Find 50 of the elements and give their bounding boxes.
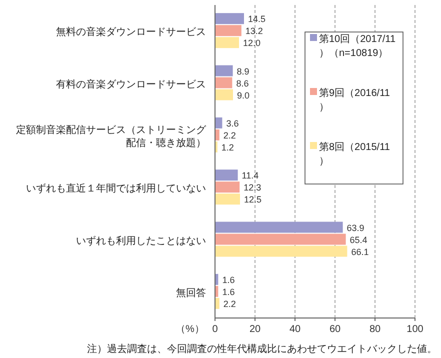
bar [215,37,239,48]
data-label: 12.5 [244,194,262,205]
data-label: 13.2 [245,26,263,36]
data-label: 65.4 [350,234,368,245]
y-tick-label: 無料の音楽ダウンロードサービス [56,26,206,38]
y-tick-label: 定額制音楽配信サービス（ストリーミング配信・聴き放題） [16,124,207,149]
bar [215,65,233,76]
y-tick-label: 無回答 [176,286,206,299]
x-tick-label: 40 [289,324,301,335]
data-label: 1.2 [221,142,234,152]
data-label: 12.0 [243,38,261,48]
data-label: 66.1 [351,246,369,257]
x-tick-label: 20 [249,324,261,335]
x-tick-label: 100 [406,324,424,335]
bar [215,222,343,233]
x-axis-title: （%） [176,324,204,335]
bar [215,77,232,88]
data-label: 1.6 [222,274,235,285]
bar [215,246,348,257]
data-label: 1.6 [222,286,235,297]
bar [215,194,240,205]
text: 注）過去調査は、今回調査の性年代構成比にあわせてウエイトバックした値。 [87,343,437,355]
data-label: 12.3 [244,182,262,193]
bar [215,13,244,24]
bar [215,182,240,193]
bar [215,298,220,309]
bar [215,25,242,36]
data-label: 8.9 [236,66,250,76]
x-tick-label: 0 [212,324,218,335]
bar [215,89,233,100]
y-tick-label: いずれも利用したことはない [76,234,206,247]
data-label: 3.6 [226,118,239,128]
y-tick-label: 有料の音楽ダウンロードサービス [56,78,206,90]
bar [215,129,220,140]
y-tick-label: いずれも直近１年間では利用していない [26,182,206,195]
data-label: 8.6 [236,78,249,88]
data-label: 2.2 [223,298,236,309]
data-label: 14.5 [248,14,266,24]
legend-label: 第10回（2017/11）（n=10819） [319,33,396,59]
x-tick-label: 60 [329,324,341,335]
data-label: 11.4 [242,170,259,181]
data-label: 2.2 [223,130,236,140]
data-label: 9.0 [237,90,250,100]
bar [215,234,346,245]
x-tick-label: 80 [369,324,381,335]
bar [215,117,222,128]
data-label: 63.9 [346,222,364,233]
legend-label: 第8回（2015/11） [319,141,390,167]
bar [215,170,238,181]
legend-label: 第9回（2016/11） [319,87,390,113]
